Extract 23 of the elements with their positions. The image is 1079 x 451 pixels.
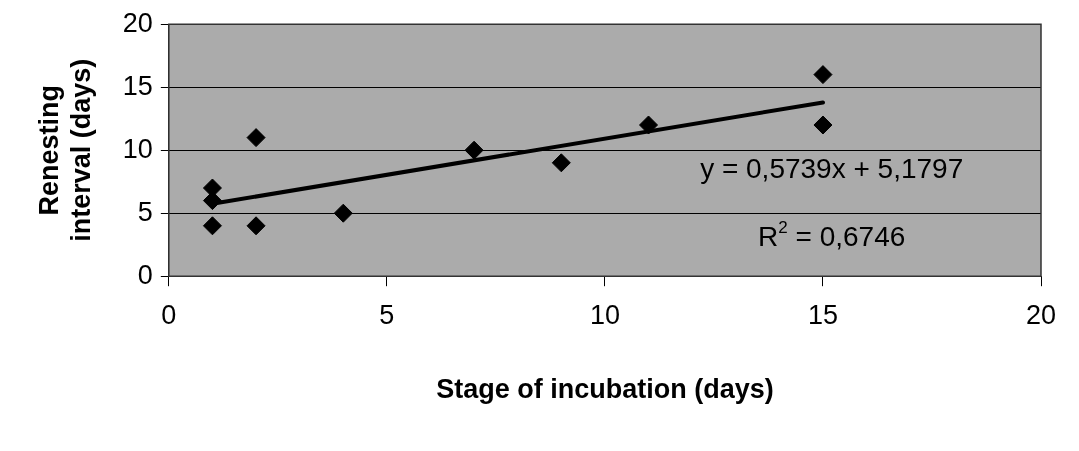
x-tick-label: 20 bbox=[1025, 299, 1057, 330]
point bbox=[813, 115, 833, 135]
point bbox=[639, 115, 659, 135]
y-tick-label: 0 bbox=[137, 259, 153, 290]
point bbox=[246, 216, 266, 236]
y-tick-label: 5 bbox=[137, 196, 153, 227]
y-tick-label: 20 bbox=[122, 7, 153, 38]
x-tick-label: 0 bbox=[161, 299, 177, 330]
point bbox=[464, 140, 484, 160]
y-axis-title: Renesting interval (days) bbox=[33, 58, 97, 242]
y-tick-label: 15 bbox=[122, 70, 153, 101]
point bbox=[813, 65, 833, 85]
point bbox=[202, 191, 222, 211]
point bbox=[551, 153, 571, 173]
x-tick-label: 5 bbox=[379, 299, 395, 330]
x-tick-label: 10 bbox=[589, 299, 620, 330]
y-tick-label: 10 bbox=[122, 133, 153, 164]
point bbox=[202, 216, 222, 236]
x-axis-title: Stage of incubation (days) bbox=[436, 374, 774, 405]
annotation: y = 0,5739x + 5,1797 bbox=[700, 153, 964, 185]
point bbox=[246, 128, 266, 148]
point bbox=[333, 203, 353, 223]
x-tick-label: 15 bbox=[807, 299, 838, 330]
